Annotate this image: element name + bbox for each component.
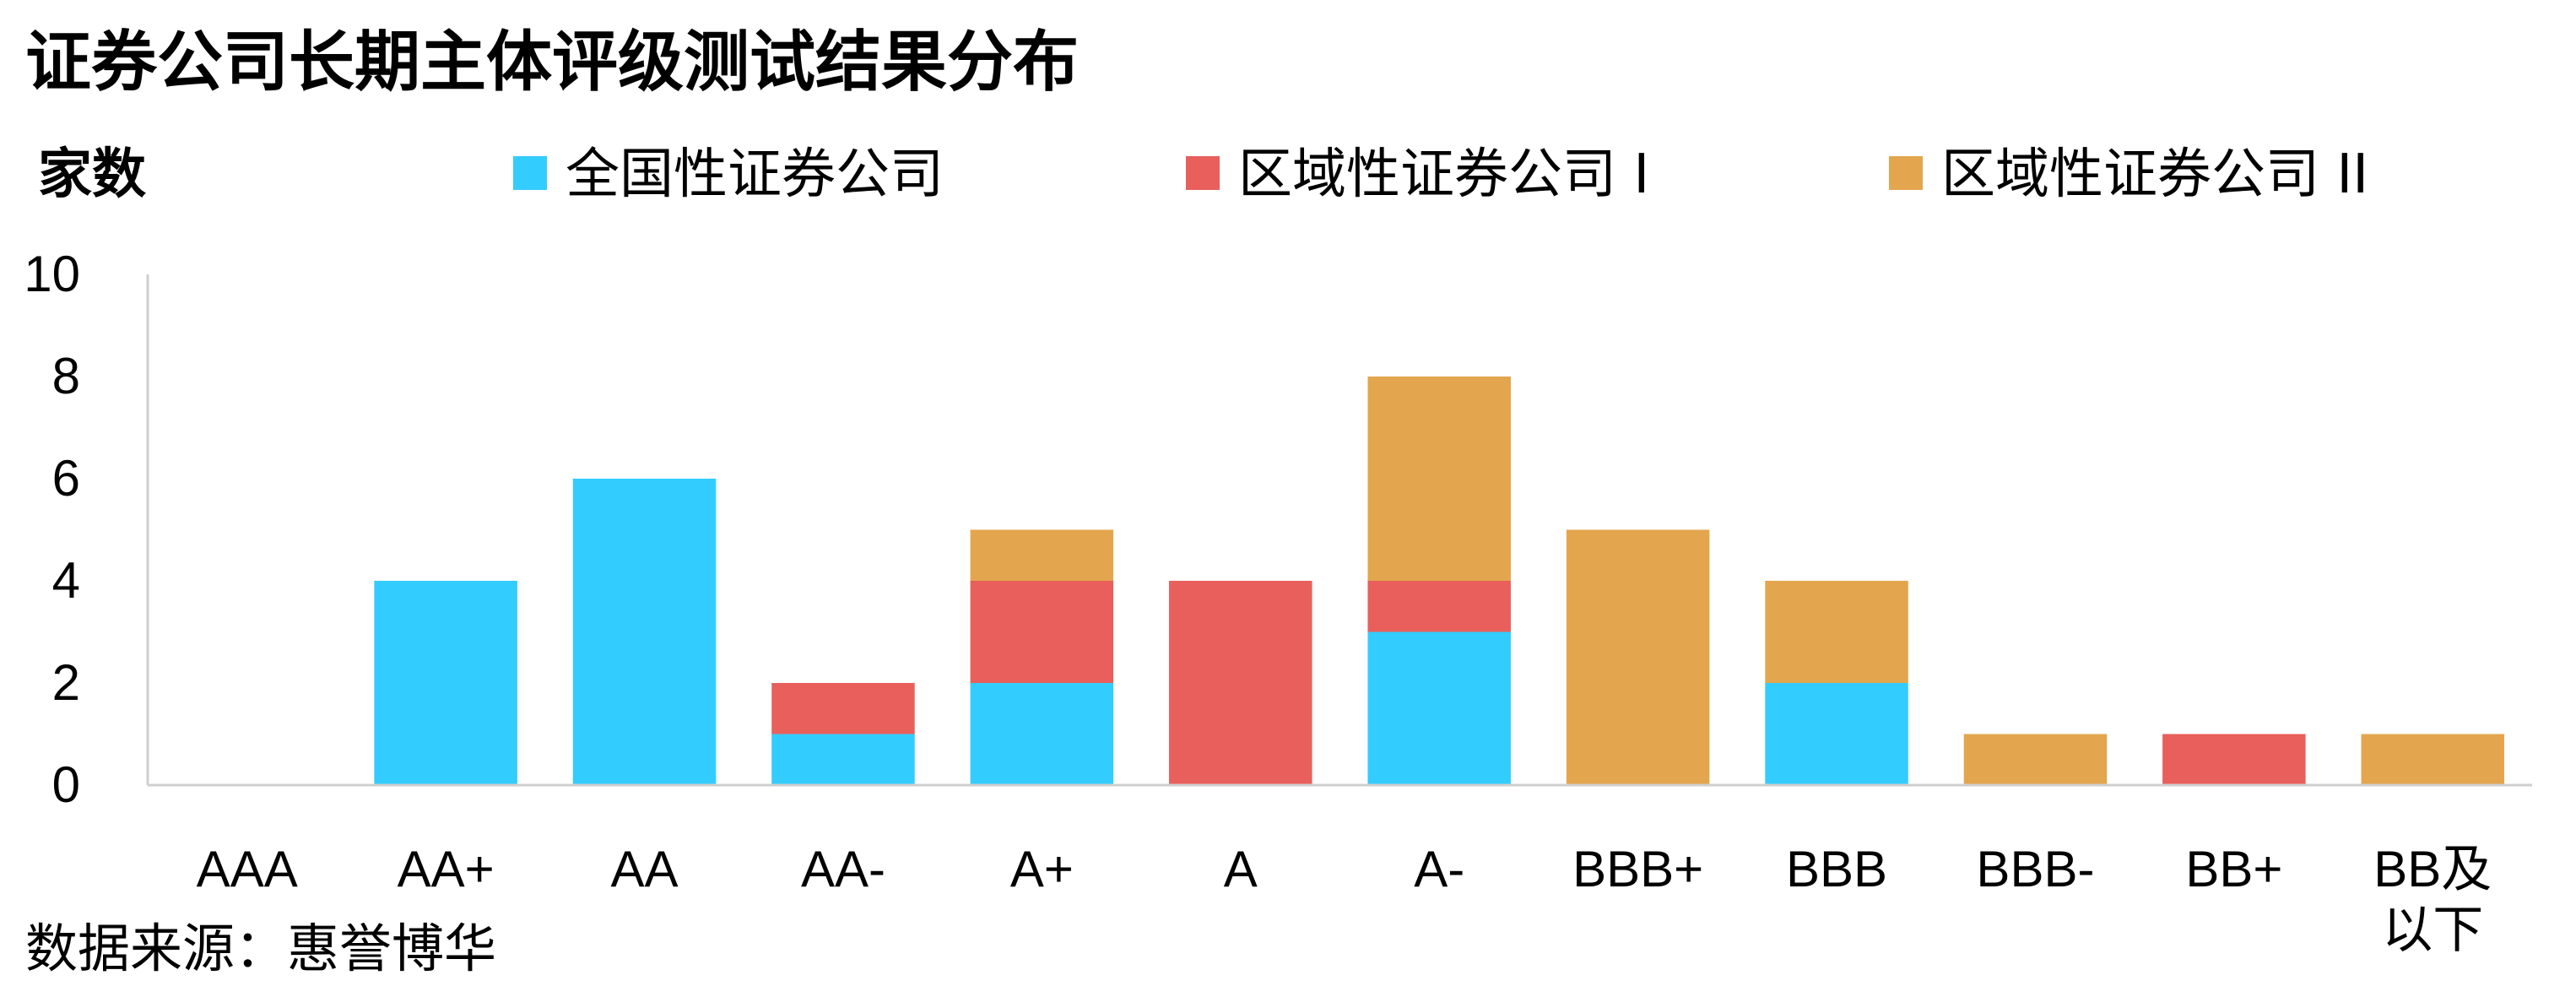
chart-title: 证券公司长期主体评级测试结果分布 bbox=[25, 24, 1079, 100]
x-category-label: AA bbox=[611, 841, 679, 897]
legend-swatch bbox=[513, 156, 547, 190]
bar-segment bbox=[1765, 683, 1908, 785]
bar-segment bbox=[1367, 377, 1511, 581]
bar-segment bbox=[1169, 581, 1312, 785]
legend-swatch bbox=[1889, 156, 1923, 190]
x-category-label: BB及以下 bbox=[2373, 841, 2492, 958]
bar-segment bbox=[2361, 734, 2505, 785]
y-tick-label: 6 bbox=[52, 450, 80, 507]
x-category-label: A+ bbox=[1010, 841, 1074, 897]
legend-swatch bbox=[1186, 156, 1220, 190]
bar-segment bbox=[970, 581, 1114, 683]
x-axis-labels: AAA AA+ AA AA- A+ A A- BBB+ BBB BBB- BB+ BB及以下 bbox=[197, 841, 2492, 958]
bar-segment bbox=[771, 734, 915, 785]
y-axis-ticks: 0 2 4 6 8 10 bbox=[24, 246, 80, 813]
source-note: 数据来源：惠誉博华 bbox=[25, 918, 496, 979]
y-tick-label: 0 bbox=[52, 756, 80, 813]
y-axis-label: 家数 bbox=[38, 144, 146, 206]
bars bbox=[374, 377, 2505, 785]
legend-label: 区域性证券公司 I bbox=[1238, 144, 1649, 206]
x-category-label: BB+ bbox=[2185, 841, 2282, 897]
bar-segment bbox=[970, 529, 1114, 581]
x-category-label: BBB- bbox=[1976, 841, 2094, 897]
x-category-label: AA- bbox=[801, 841, 885, 897]
legend: 全国性证券公司 区域性证券公司 I 区域性证券公司 II bbox=[513, 144, 2368, 206]
x-category-label: A- bbox=[1414, 841, 1464, 897]
y-tick-label: 8 bbox=[52, 348, 80, 404]
y-tick-label: 4 bbox=[52, 552, 80, 609]
x-category-label: BBB+ bbox=[1572, 841, 1703, 897]
bar-segment bbox=[771, 683, 915, 734]
bar-segment bbox=[1367, 631, 1511, 785]
bar-segment bbox=[374, 581, 517, 785]
bar-segment bbox=[1765, 581, 1908, 683]
x-category-label: AAA bbox=[197, 841, 298, 897]
bar-segment bbox=[1566, 529, 1710, 785]
legend-label: 区域性证券公司 II bbox=[1941, 144, 2368, 206]
x-category-label: AA+ bbox=[398, 841, 495, 897]
y-tick-label: 10 bbox=[24, 246, 80, 302]
bar-segment bbox=[572, 479, 717, 785]
y-tick-label: 2 bbox=[52, 654, 80, 711]
x-category-label: BBB bbox=[1786, 841, 1887, 897]
legend-label: 全国性证券公司 bbox=[566, 144, 944, 206]
bar-segment bbox=[1963, 734, 2108, 785]
bar-segment bbox=[970, 683, 1114, 785]
bar-segment bbox=[1367, 581, 1511, 632]
bar-segment bbox=[2162, 734, 2306, 785]
x-category-label: A bbox=[1224, 841, 1258, 897]
